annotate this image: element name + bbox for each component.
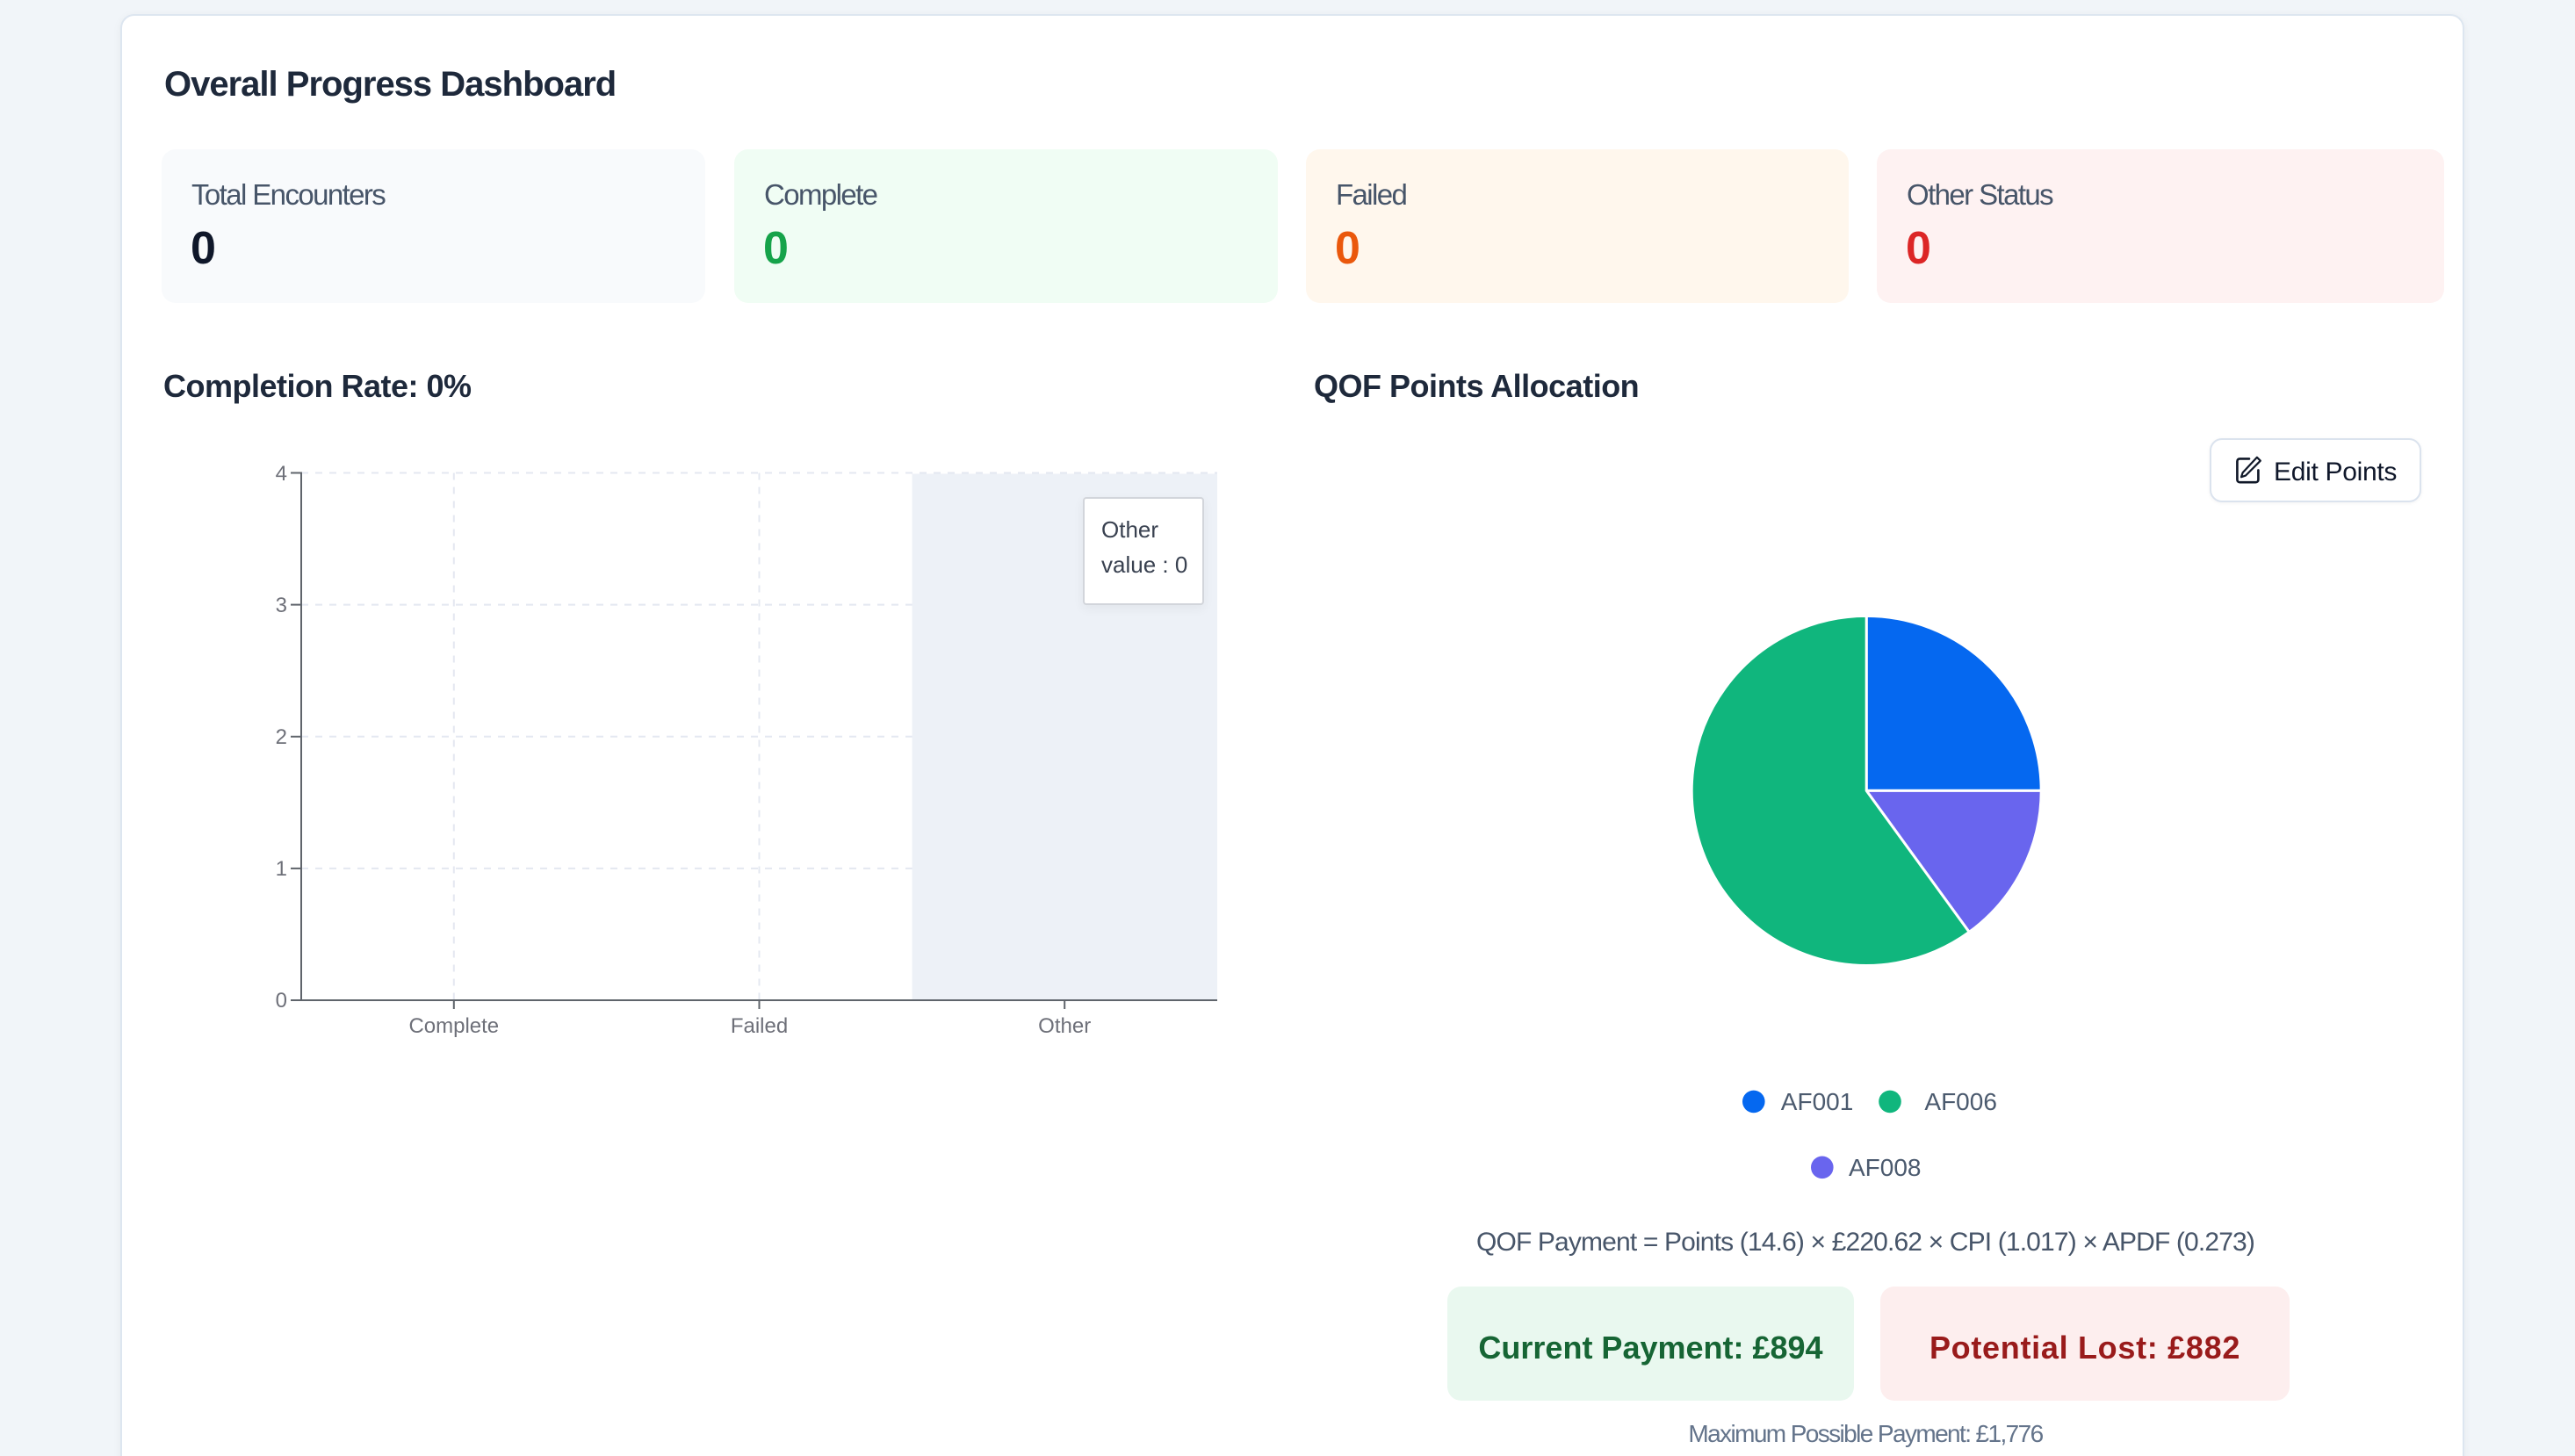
svg-text:3: 3: [276, 594, 287, 617]
svg-text:4: 4: [276, 462, 287, 486]
svg-text:AF008: AF008: [1849, 1154, 1922, 1181]
svg-text:0: 0: [276, 989, 287, 1013]
svg-text:AF006: AF006: [1924, 1088, 1997, 1115]
svg-text:Failed: Failed: [731, 1014, 788, 1038]
svg-text:1: 1: [276, 857, 287, 881]
svg-text:Other: Other: [1038, 1014, 1091, 1038]
svg-text:2: 2: [276, 725, 287, 749]
svg-text:Complete: Complete: [408, 1014, 499, 1038]
svg-text:AF001: AF001: [1781, 1088, 1854, 1115]
